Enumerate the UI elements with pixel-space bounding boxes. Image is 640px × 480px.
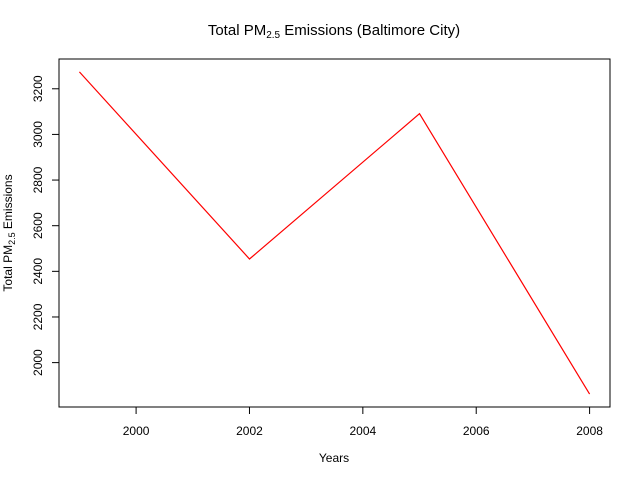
- x-tick-label: 2006: [463, 424, 490, 438]
- x-axis: 2000 2002 2004 2006 2008: [123, 406, 603, 438]
- y-tick-label: 2200: [31, 303, 45, 330]
- x-tick-label: 2004: [349, 424, 376, 438]
- series-layer: [78, 71, 591, 395]
- y-tick-label: 3000: [31, 121, 45, 148]
- plot-frame: [58, 58, 611, 408]
- x-axis-label: Years: [319, 451, 349, 465]
- y-tick-label: 2000: [31, 349, 45, 376]
- y-tick-label: 2800: [31, 166, 45, 193]
- y-tick-label: 2400: [31, 258, 45, 285]
- y-axis-label: Total PM2.5 Emissions: [1, 174, 17, 291]
- x-tick-label: 2002: [236, 424, 263, 438]
- y-tick-label: 2600: [31, 212, 45, 239]
- chart-title: Total PM2.5 Emissions (Baltimore City): [208, 22, 460, 41]
- x-tick-label: 2000: [123, 424, 150, 438]
- y-tick-label: 3200: [31, 75, 45, 102]
- series-line: [78, 71, 591, 395]
- y-axis: 2000 2200 2400 2600 2800 3000 3200: [31, 75, 60, 376]
- x-tick-label: 2008: [576, 424, 603, 438]
